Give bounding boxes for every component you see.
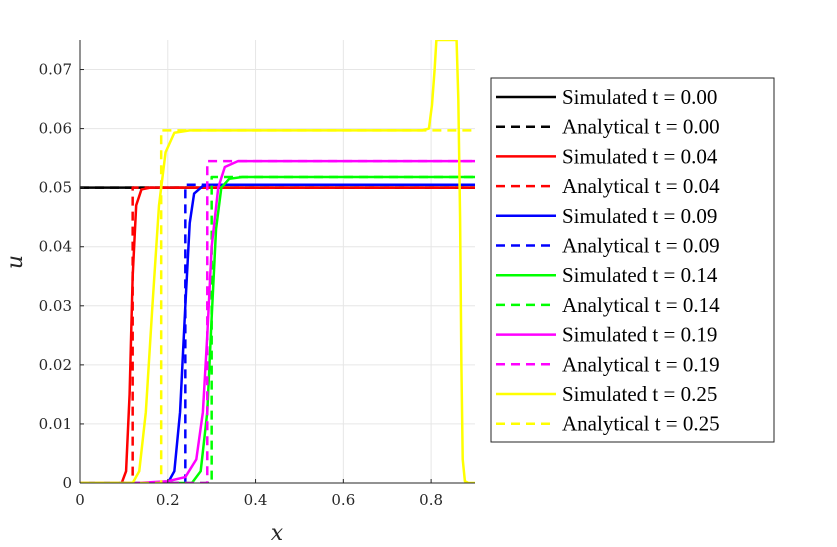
x-tick-label: 0.8	[419, 491, 443, 509]
series-line-3	[80, 186, 475, 483]
legend-label: Analytical t = 0.09	[562, 234, 720, 258]
legend-label: Analytical t = 0.19	[562, 352, 720, 376]
legend-label: Analytical t = 0.25	[562, 412, 720, 436]
x-axis-label: x	[271, 521, 284, 546]
series-line-6	[80, 175, 475, 483]
x-tick-label: 0	[75, 491, 85, 509]
legend-label: Simulated t = 0.00	[562, 85, 717, 109]
series-line-11	[80, 129, 475, 483]
legend: Simulated t = 0.00 Analytical t = 0.00 Sim…	[490, 77, 775, 443]
x-tick-label: 0.6	[331, 491, 355, 509]
series-line-9	[80, 159, 475, 483]
series-group	[80, 40, 475, 483]
y-tick-label: 0.07	[39, 61, 72, 79]
legend-box	[490, 77, 775, 443]
legend-label: Simulated t = 0.04	[562, 144, 718, 168]
y-tick-label: 0.05	[39, 179, 72, 197]
legend-label: Simulated t = 0.09	[562, 204, 717, 228]
x-tick-label: 0.2	[156, 491, 180, 509]
y-tick-label: 0	[62, 474, 72, 492]
legend-label: Simulated t = 0.14	[562, 263, 718, 287]
legend-label: Simulated t = 0.25	[562, 382, 717, 406]
y-tick-label: 0.02	[39, 356, 72, 374]
y-axis-label: u	[3, 255, 28, 269]
axes	[79, 40, 475, 484]
plot-background	[80, 40, 475, 483]
series-line-10	[80, 40, 475, 483]
y-tick-label: 0.06	[39, 120, 72, 138]
x-tick-label: 0.4	[244, 491, 268, 509]
series-line-5	[80, 183, 475, 483]
legend-label: Simulated t = 0.19	[562, 323, 717, 347]
legend-label: Analytical t = 0.04	[562, 174, 720, 198]
legend-label: Analytical t = 0.14	[562, 293, 720, 317]
y-tick-label: 0.04	[39, 238, 72, 256]
y-tick-label: 0.03	[39, 297, 72, 315]
legend-label: Analytical t = 0.00	[562, 115, 720, 139]
legend-entries: Simulated t = 0.00 Analytical t = 0.00 Sim…	[496, 85, 720, 436]
y-tick-label: 0.01	[39, 415, 72, 433]
tick-labels: 0 0.2 0.4 0.6 0.8 0 0.01 0.02 0.03 0.04 0.05 0.06 0.…	[39, 61, 443, 509]
series-line-8	[80, 159, 475, 483]
